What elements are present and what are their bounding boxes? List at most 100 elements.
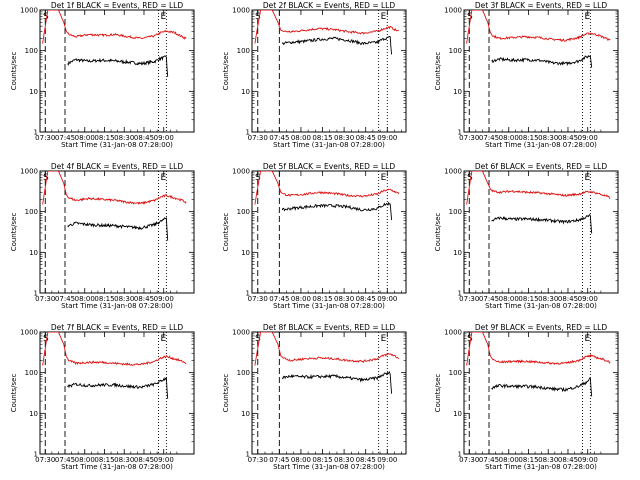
ytick-label: 100 bbox=[449, 369, 462, 377]
plot-frame bbox=[39, 9, 195, 133]
lld-series-line bbox=[466, 332, 611, 366]
xtick-label: 07:45 bbox=[55, 456, 75, 464]
start-marker-label: S bbox=[43, 173, 49, 183]
x-axis-label: Start Time (31-Jan-08 07:28:00) bbox=[273, 463, 385, 471]
events-series-line bbox=[491, 377, 593, 397]
ytick-label: 100 bbox=[25, 369, 38, 377]
ytick-label: 1000 bbox=[444, 329, 462, 337]
xtick-label: 08:45 bbox=[356, 134, 376, 142]
xtick-label: 09:00 bbox=[578, 456, 598, 464]
panel-title: Det 3f BLACK = Events, RED = LLD bbox=[475, 1, 608, 10]
xtick-label: 08:00 bbox=[499, 456, 519, 464]
xtick-label: 07:45 bbox=[479, 456, 499, 464]
xtick-label: 07:45 bbox=[479, 134, 499, 142]
start-marker-label: S bbox=[255, 173, 261, 183]
xtick-label: 08:15 bbox=[312, 295, 332, 303]
ytick-label: 1 bbox=[34, 129, 38, 137]
xtick-label: 08:30 bbox=[334, 295, 354, 303]
xtick-label: 08:30 bbox=[538, 456, 558, 464]
xtick-label: 08:00 bbox=[291, 456, 311, 464]
end-marker-label: E bbox=[584, 12, 590, 22]
events-series-line bbox=[491, 54, 593, 68]
xtick-label: 07:45 bbox=[269, 456, 289, 464]
events-series-line bbox=[281, 36, 393, 55]
detector-panel: Det 5f BLACK = Events, RED = LLD 1 10 100 10… bbox=[222, 162, 407, 310]
detector-panel: Det 1f BLACK = Events, RED = LLD 1 10 100 10… bbox=[10, 1, 195, 149]
ytick-label: 1 bbox=[458, 129, 462, 137]
end-marker-label: E bbox=[584, 334, 590, 344]
xtick-label: 08:00 bbox=[499, 134, 519, 142]
y-axis-label: Counts/sec bbox=[222, 213, 230, 252]
ytick-label: 100 bbox=[25, 47, 38, 55]
panel-title: Det 5f BLACK = Events, RED = LLD bbox=[263, 162, 396, 171]
xtick-label: 07:45 bbox=[55, 134, 75, 142]
start-marker-label: S bbox=[43, 334, 49, 344]
ytick-label: 1000 bbox=[444, 168, 462, 176]
ytick-label: 1 bbox=[458, 290, 462, 298]
ytick-label: 1000 bbox=[232, 168, 250, 176]
xtick-label: 08:45 bbox=[558, 295, 578, 303]
x-axis-label: Start Time (31-Jan-08 07:28:00) bbox=[61, 302, 173, 310]
ytick-label: 1000 bbox=[20, 7, 38, 15]
xtick-label: 07:30 bbox=[459, 134, 479, 142]
events-series-line bbox=[67, 217, 169, 241]
lld-series-line bbox=[42, 171, 187, 205]
xtick-label: 08:15 bbox=[312, 134, 332, 142]
ytick-label: 1000 bbox=[20, 168, 38, 176]
ytick-label: 1000 bbox=[20, 329, 38, 337]
xtick-label: 07:45 bbox=[269, 295, 289, 303]
xtick-label: 08:30 bbox=[334, 456, 354, 464]
xtick-label: 08:15 bbox=[312, 456, 332, 464]
xtick-label: 07:45 bbox=[269, 134, 289, 142]
xtick-label: 08:45 bbox=[134, 134, 154, 142]
ytick-label: 10 bbox=[29, 88, 38, 96]
xtick-label: 08:15 bbox=[518, 295, 538, 303]
xtick-label: 07:30 bbox=[459, 456, 479, 464]
xtick-label: 08:30 bbox=[538, 134, 558, 142]
y-axis-label: Counts/sec bbox=[10, 213, 18, 252]
plot-frame bbox=[251, 9, 407, 133]
xtick-label: 07:30 bbox=[35, 456, 55, 464]
start-marker-label: S bbox=[255, 334, 261, 344]
xtick-label: 08:00 bbox=[499, 295, 519, 303]
lld-series-line bbox=[466, 10, 611, 44]
end-marker-label: E bbox=[584, 173, 590, 183]
xtick-label: 08:30 bbox=[334, 134, 354, 142]
y-axis-label: Counts/sec bbox=[222, 52, 230, 91]
start-marker-label: S bbox=[467, 173, 473, 183]
plot-frame bbox=[251, 331, 407, 455]
end-marker-label: E bbox=[381, 334, 387, 344]
xtick-label: 08:30 bbox=[538, 295, 558, 303]
xtick-label: 08:15 bbox=[518, 134, 538, 142]
panel-title: Det 2f BLACK = Events, RED = LLD bbox=[263, 1, 396, 10]
ytick-label: 10 bbox=[29, 249, 38, 257]
xtick-label: 08:00 bbox=[291, 134, 311, 142]
xtick-label: 08:30 bbox=[114, 456, 134, 464]
ytick-label: 1000 bbox=[444, 7, 462, 15]
panel-title: Det 6f BLACK = Events, RED = LLD bbox=[475, 162, 608, 171]
xtick-label: 08:00 bbox=[75, 456, 95, 464]
xtick-label: 08:45 bbox=[356, 456, 376, 464]
plot-frame bbox=[251, 170, 407, 294]
ytick-label: 100 bbox=[25, 208, 38, 216]
lld-series-line bbox=[42, 10, 187, 44]
ytick-label: 10 bbox=[453, 88, 462, 96]
xtick-label: 07:45 bbox=[479, 295, 499, 303]
xtick-label: 08:15 bbox=[94, 134, 114, 142]
ytick-label: 1 bbox=[246, 451, 250, 459]
xtick-label: 09:00 bbox=[154, 456, 174, 464]
start-marker-label: S bbox=[467, 334, 473, 344]
xtick-label: 08:00 bbox=[75, 134, 95, 142]
xtick-label: 08:15 bbox=[518, 456, 538, 464]
end-marker-label: E bbox=[160, 173, 166, 183]
ytick-label: 1 bbox=[34, 451, 38, 459]
plot-frame bbox=[39, 331, 195, 455]
xtick-label: 08:45 bbox=[134, 456, 154, 464]
plot-frame bbox=[463, 170, 619, 294]
end-marker-label: E bbox=[381, 173, 387, 183]
ytick-label: 1 bbox=[458, 451, 462, 459]
plot-frame bbox=[463, 9, 619, 133]
y-axis-label: Counts/sec bbox=[434, 52, 442, 91]
lld-series-line bbox=[254, 10, 400, 44]
